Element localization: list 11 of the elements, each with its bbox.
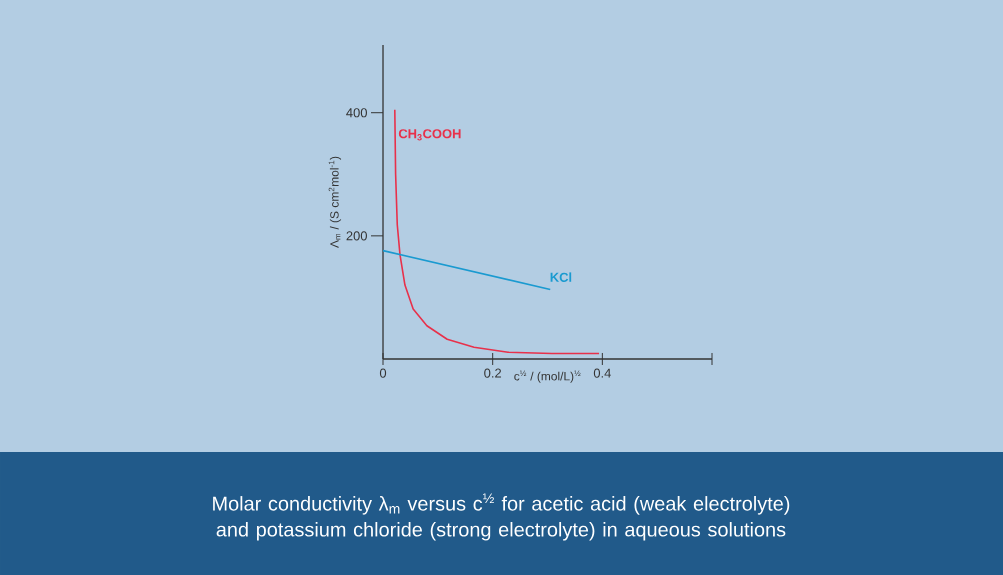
text: Molar conductivity λ$_{m}$ versus c$^{½}$ for acetic acid (weak electrolyte) and potassium chloride (strong electrolyte) in aqueous solutions (213, 493, 790, 541)
x-tick-label: 0.4 (593, 368, 611, 378)
line-series (394, 108, 600, 355)
y-axis-title: Λ$_{m}$ / (S cm$^{2}$mol$^{-1}$) (328, 156, 342, 248)
series-label: KCl (550, 272, 572, 282)
y-tick-label: 200 (346, 231, 367, 241)
x-axis-title: c$^{½}$ / (mol/L)$^{½}$ (514, 370, 581, 383)
x-tick-label: 0 (379, 368, 387, 378)
y-tick-label: 400 (346, 108, 367, 118)
x-tick-label: 0.2 (484, 368, 502, 378)
series-label: CH$_{3}$COOH (398, 129, 461, 141)
